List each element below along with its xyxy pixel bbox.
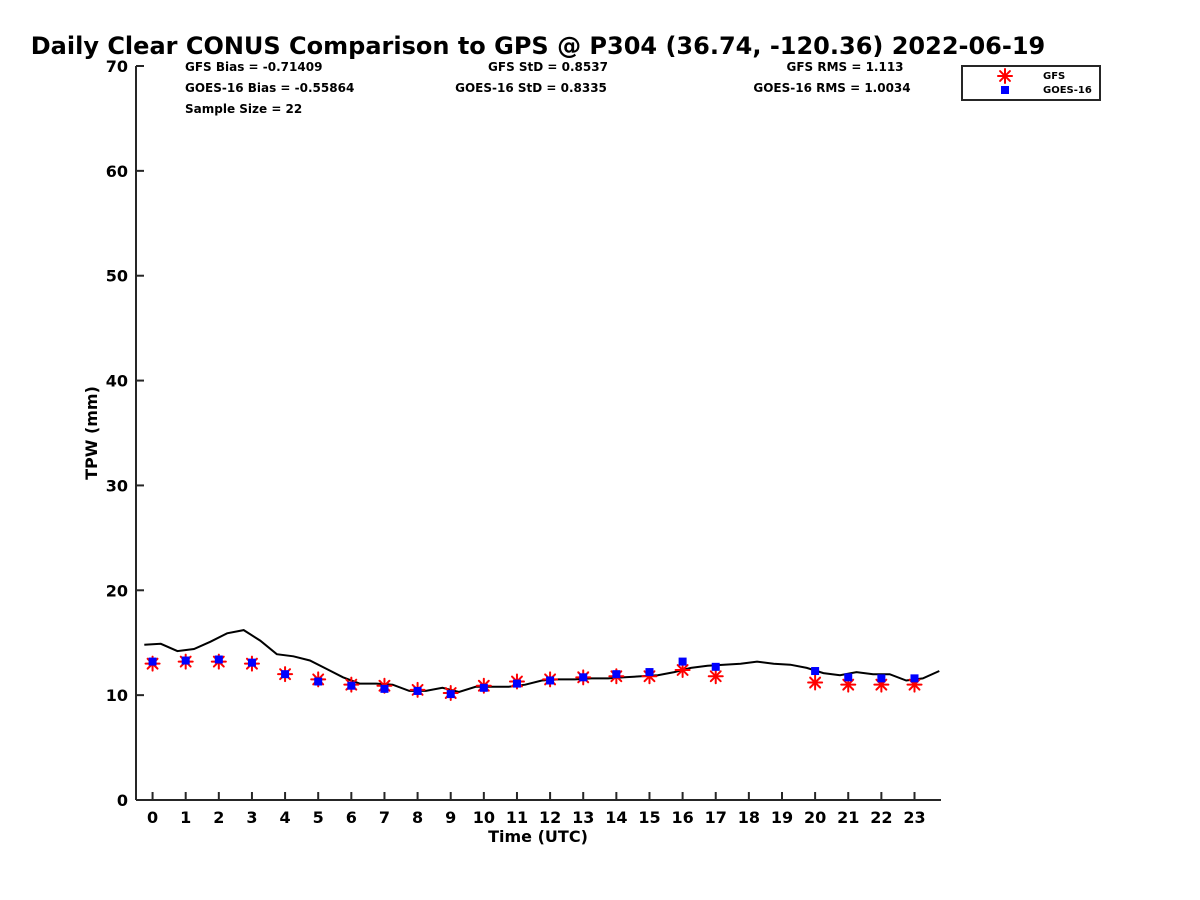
y-axis-label: TPW (mm) <box>82 386 101 480</box>
goes-16-point <box>413 686 422 695</box>
legend-goes-marker <box>1001 86 1009 94</box>
legend-box <box>961 65 1101 101</box>
gfs-point <box>840 676 857 693</box>
goes-16-point <box>910 674 919 683</box>
goes-16-point <box>281 670 290 679</box>
goes-16-point <box>811 667 820 676</box>
stat-goes-rms: GOES-16 RMS = 1.0034 <box>753 81 910 95</box>
x-tick-label: 14 <box>605 808 627 827</box>
goes-16-point <box>214 655 223 664</box>
x-tick-label: 19 <box>771 808 793 827</box>
y-ticks: 0 10 20 30 40 50 60 70 <box>106 57 144 810</box>
goes-16-point <box>148 657 157 666</box>
goes-16-point <box>711 662 720 671</box>
x-tick-label: 16 <box>671 808 693 827</box>
goes-16-point <box>181 656 190 665</box>
goes-16-point <box>512 679 521 688</box>
series-layer <box>144 629 940 702</box>
x-tick-label: 17 <box>705 808 727 827</box>
axes <box>135 65 941 801</box>
stats-block: GFS Bias = -0.71409 GFS StD = 0.8537 GFS… <box>185 60 911 116</box>
legend-gfs-label: GFS <box>1043 71 1065 82</box>
x-axis-label: Time (UTC) <box>488 827 588 846</box>
legend-gfs-marker <box>997 68 1013 84</box>
goes-16-point <box>479 683 488 692</box>
x-tick-label: 0 <box>147 808 158 827</box>
y-tick-label: 40 <box>106 372 128 391</box>
goes-16-point <box>380 684 389 693</box>
y-tick-label: 70 <box>106 57 128 76</box>
y-tick-label: 30 <box>106 476 128 495</box>
stat-sample-size: Sample Size = 22 <box>185 102 302 116</box>
x-tick-label: 2 <box>213 808 224 827</box>
goes-16-point <box>347 681 356 690</box>
x-tick-label: 11 <box>506 808 528 827</box>
x-tick-label: 22 <box>870 808 892 827</box>
x-tick-label: 5 <box>313 808 324 827</box>
stat-goes-bias: GOES-16 Bias = -0.55864 <box>185 81 354 95</box>
x-tick-label: 15 <box>638 808 660 827</box>
goes-16-point <box>579 673 588 682</box>
x-tick-label: 8 <box>412 808 423 827</box>
gps-line <box>144 629 940 694</box>
x-tick-label: 6 <box>346 808 357 827</box>
goes-16-point <box>844 673 853 682</box>
x-tick-label: 20 <box>804 808 826 827</box>
x-tick-label: 3 <box>246 808 257 827</box>
goes-16-point <box>612 670 621 679</box>
stat-gfs-rms: GFS RMS = 1.113 <box>786 60 903 74</box>
x-tick-label: 7 <box>379 808 390 827</box>
x-tick-label: 18 <box>738 808 760 827</box>
goes-16-point <box>877 674 886 683</box>
y-tick-label: 60 <box>106 162 128 181</box>
gfs-point <box>707 668 724 685</box>
goes-16-point <box>678 657 687 666</box>
x-tick-label: 9 <box>445 808 456 827</box>
goes-16-point <box>314 677 323 686</box>
legend-goes-label: GOES-16 <box>1043 85 1092 96</box>
x-tick-label: 21 <box>837 808 859 827</box>
y-tick-label: 20 <box>106 581 128 600</box>
x-tick-label: 4 <box>280 808 291 827</box>
goes-16-point <box>446 690 455 699</box>
y-tick-label: 50 <box>106 267 128 286</box>
x-tick-label: 10 <box>473 808 495 827</box>
x-tick-label: 1 <box>180 808 191 827</box>
x-ticks: 0 1 2 3 4 5 6 7 8 9 10 11 12 13 14 15 16 17 18 19 20 21 22 23 <box>147 792 926 827</box>
legend: GFS GOES-16 <box>961 65 1101 101</box>
x-tick-label: 12 <box>539 808 561 827</box>
x-tick-label: 23 <box>903 808 925 827</box>
stat-gfs-std: GFS StD = 0.8537 <box>488 60 608 74</box>
stat-goes-std: GOES-16 StD = 0.8335 <box>455 81 607 95</box>
y-tick-label: 10 <box>106 686 128 705</box>
legend-gfs-asterisk <box>997 68 1013 84</box>
goes-16-point <box>645 668 654 677</box>
y-tick-label: 0 <box>117 791 128 810</box>
goes-16-point <box>546 676 555 685</box>
goes-16-point <box>247 658 256 667</box>
x-tick-label: 13 <box>572 808 594 827</box>
stat-gfs-bias: GFS Bias = -0.71409 <box>185 60 322 74</box>
chart-title: Daily Clear CONUS Comparison to GPS @ P3… <box>31 32 1045 60</box>
gfs-point <box>807 674 824 691</box>
